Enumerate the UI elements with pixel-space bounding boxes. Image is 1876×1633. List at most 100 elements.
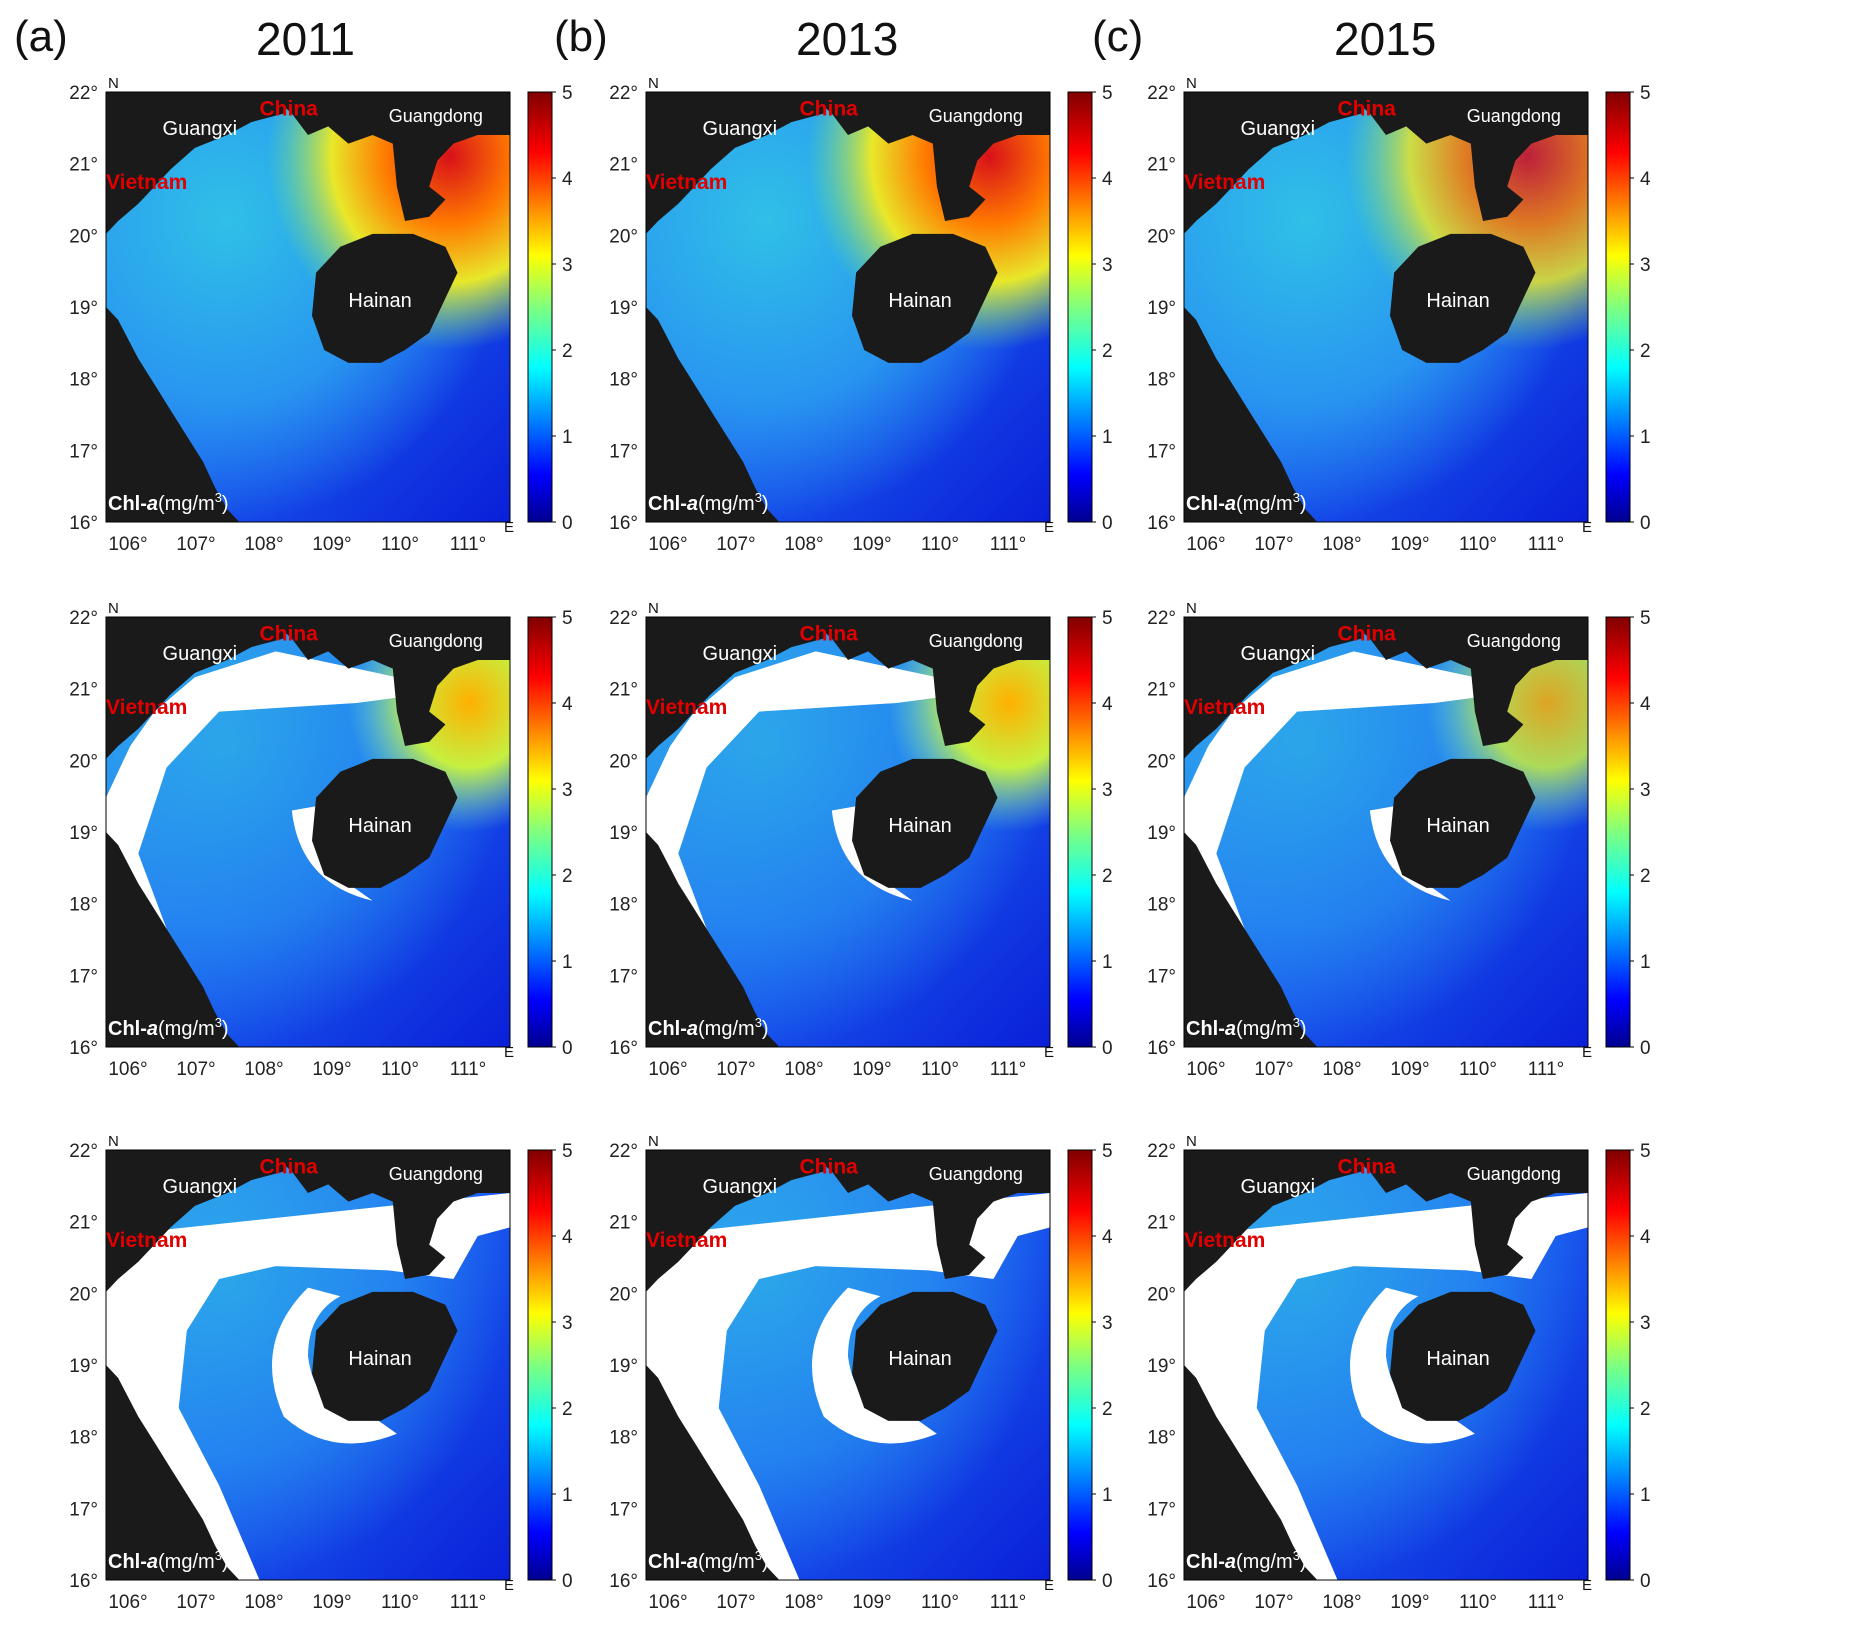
latitude-tick-label: 21°: [609, 680, 638, 701]
longitude-tick-label: 107°: [176, 534, 215, 555]
colorbar-tick-label: 1: [562, 1485, 573, 1506]
colorbar-tick-label: 2: [1640, 866, 1651, 887]
longitude-tick-label: 110°: [1459, 1592, 1497, 1613]
colorbar-tick-label: 3: [1102, 780, 1113, 801]
longitude-tick-label: 110°: [921, 1059, 959, 1080]
latitude-tick-label: 22°: [69, 83, 98, 104]
unit-caption: Chl-a(mg/m3): [108, 1548, 229, 1573]
latitude-tick-label: 18°: [1147, 895, 1176, 916]
colorbar-tick-label: 3: [562, 780, 573, 801]
latitude-tick-label: 22°: [69, 608, 98, 629]
label-vietnam: Vietnam: [106, 171, 187, 194]
colorbar-tick-label: 1: [1640, 952, 1651, 973]
hainan-island: [312, 758, 458, 888]
longitude-tick-label: 109°: [852, 1059, 891, 1080]
label-china: China: [800, 623, 859, 646]
colorbar: [1605, 91, 1631, 523]
longitude-tick-label: 108°: [1322, 534, 1361, 555]
latitude-tick-label: 21°: [609, 1213, 638, 1234]
vietnam-coast-landmass: [646, 1365, 780, 1580]
latitude-tick-label: 18°: [69, 370, 98, 391]
longitude-tick-label: 109°: [1390, 534, 1429, 555]
west-landmass: [646, 617, 832, 759]
longitude-tick-label: 111°: [450, 1592, 486, 1613]
latitude-tick-label: 21°: [1147, 155, 1176, 176]
colorbar-tick-label: 4: [562, 694, 573, 715]
longitude-tick-label: 109°: [852, 534, 891, 555]
map-panel: China Guangxi Guangdong Vietnam Hainan Chl-a(…: [1147, 75, 1651, 555]
hainan-island: [852, 758, 998, 888]
label-guangdong: Guangdong: [389, 1164, 483, 1184]
colorbar-tick-label: 3: [1102, 1313, 1113, 1334]
north-landmass: [807, 1150, 1050, 1279]
map-frame: [1183, 91, 1589, 523]
longitude-tick-label: 107°: [716, 1059, 755, 1080]
label-vietnam: Vietnam: [646, 696, 727, 719]
label-vietnam: Vietnam: [1184, 171, 1265, 194]
hainan-island: [852, 233, 998, 363]
latitude-tick-label: 20°: [1147, 1284, 1176, 1305]
latitude-tick-label: 19°: [1147, 298, 1176, 319]
latitude-tick-label: 17°: [1147, 966, 1176, 987]
colorbar-tick-label: 0: [562, 1571, 573, 1592]
latitude-tick-label: 16°: [1147, 513, 1176, 534]
latitude-tick-label: 19°: [69, 1356, 98, 1377]
longitude-tick-label: 109°: [312, 1059, 351, 1080]
label-guangdong: Guangdong: [929, 1164, 1023, 1184]
east-marker: E: [504, 1577, 514, 1594]
longitude-tick-label: 106°: [108, 1059, 147, 1080]
colorbar-tick-label: 1: [1102, 1485, 1113, 1506]
map-panel: China Guangxi Guangdong Vietnam Hainan Chl-a(…: [609, 75, 1113, 555]
latitude-tick-label: 17°: [69, 441, 98, 462]
latitude-tick-label: 20°: [609, 226, 638, 247]
label-guangxi: Guangxi: [703, 643, 778, 665]
label-hainan: Hainan: [348, 1348, 411, 1370]
map-frame: [645, 91, 1051, 523]
unit-caption: Chl-a(mg/m3): [108, 1015, 229, 1040]
hainan-island: [1390, 233, 1536, 363]
label-vietnam: Vietnam: [1184, 1229, 1265, 1252]
longitude-tick-label: 106°: [1186, 1592, 1225, 1613]
unit-caption: Chl-a(mg/m3): [1186, 1548, 1307, 1573]
latitude-tick-label: 19°: [609, 823, 638, 844]
longitude-tick-label: 107°: [1254, 534, 1293, 555]
longitude-tick-label: 106°: [108, 1592, 147, 1613]
east-marker: E: [1044, 1577, 1054, 1594]
latitude-tick-label: 18°: [609, 370, 638, 391]
label-guangxi: Guangxi: [163, 118, 238, 140]
latitude-tick-label: 21°: [69, 680, 98, 701]
label-guangdong: Guangdong: [929, 631, 1023, 651]
colorbar-tick-label: 3: [1640, 780, 1651, 801]
colorbar-tick-label: 4: [1640, 694, 1651, 715]
label-china: China: [1338, 623, 1397, 646]
longitude-tick-label: 109°: [852, 1592, 891, 1613]
colorbar-tick-label: 2: [1102, 1399, 1113, 1420]
longitude-tick-label: 110°: [1459, 534, 1497, 555]
colorbar-tick-label: 1: [562, 427, 573, 448]
latitude-tick-label: 21°: [69, 155, 98, 176]
latitude-tick-label: 20°: [609, 751, 638, 772]
north-marker: N: [1186, 75, 1197, 92]
panel-label: (b): [554, 12, 608, 61]
label-hainan: Hainan: [888, 290, 951, 312]
latitude-tick-label: 16°: [609, 1571, 638, 1592]
latitude-tick-label: 16°: [1147, 1038, 1176, 1059]
colorbar-tick-label: 5: [562, 1141, 573, 1162]
east-marker: E: [1044, 1044, 1054, 1061]
masked-nearshore-zone: [1184, 1193, 1588, 1580]
longitude-tick-label: 106°: [108, 534, 147, 555]
map-frame: [105, 1149, 511, 1581]
panel-label: (a): [14, 12, 68, 61]
latitude-tick-label: 22°: [609, 608, 638, 629]
east-marker: E: [1582, 1044, 1592, 1061]
latitude-tick-label: 19°: [69, 298, 98, 319]
unit-caption: Chl-a(mg/m3): [648, 1548, 769, 1573]
colorbar-tick-label: 3: [1640, 1313, 1651, 1334]
masked-nearshore-zone: [646, 1193, 1050, 1580]
colorbar-tick-label: 3: [1102, 255, 1113, 276]
vietnam-coast-landmass: [106, 307, 240, 522]
label-guangdong: Guangdong: [1467, 1164, 1561, 1184]
longitude-tick-label: 111°: [990, 534, 1026, 555]
vietnam-coast-landmass: [106, 832, 240, 1047]
north-marker: N: [108, 1133, 119, 1150]
